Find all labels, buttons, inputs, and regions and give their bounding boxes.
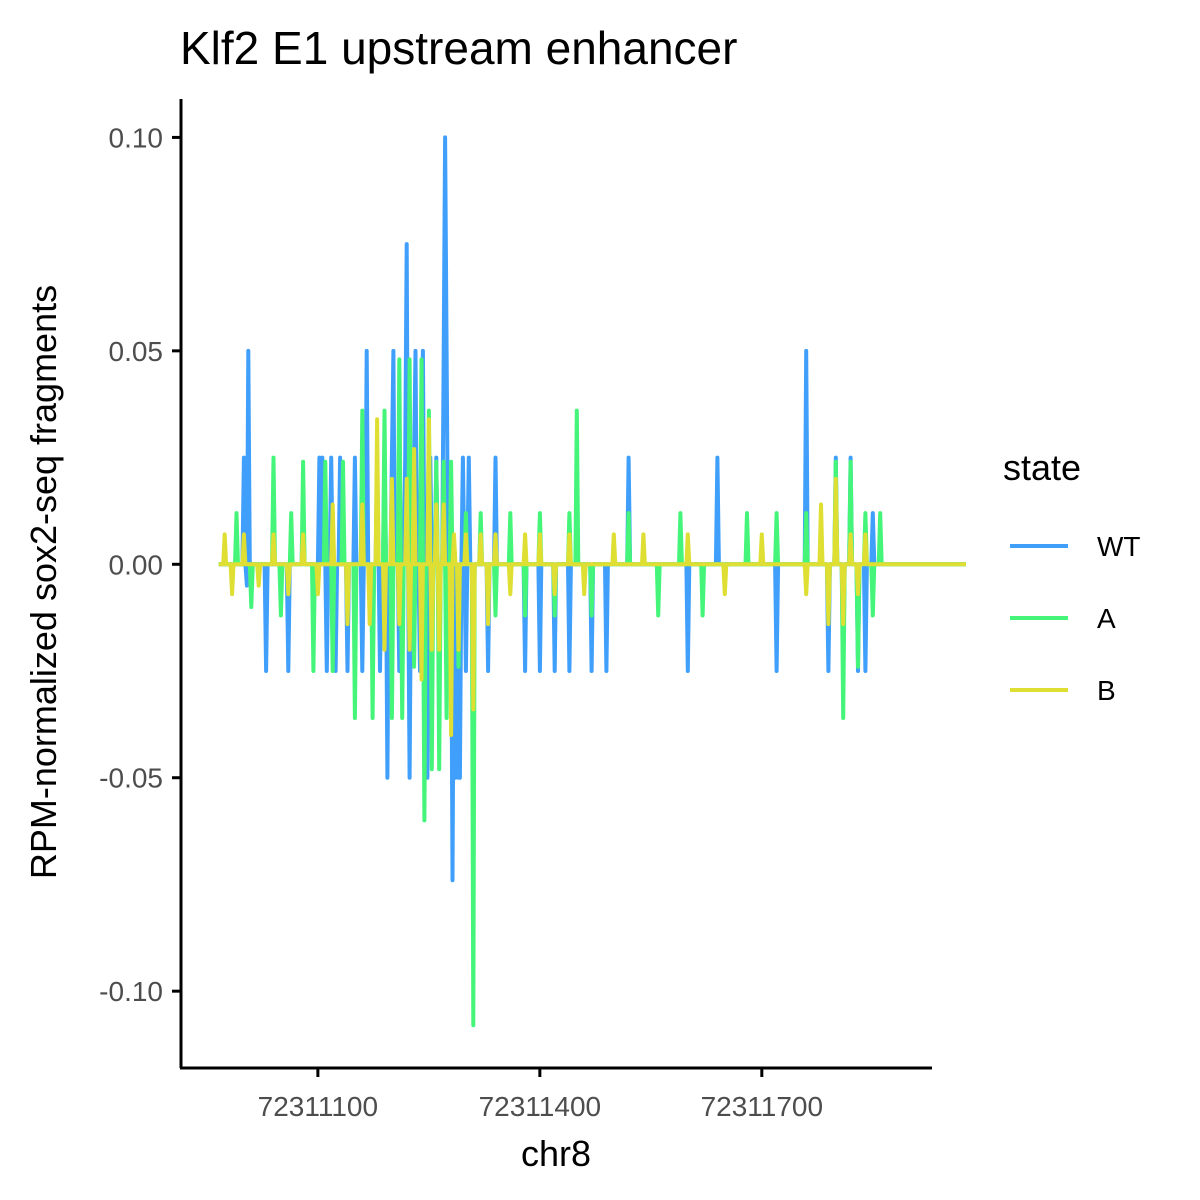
y-axis-title: RPM-normalized sox2-seq fragments [23,285,64,879]
x-axis-title: chr8 [521,1133,591,1174]
legend: WT A B [1010,531,1141,706]
y-tick-label: 0.00 [109,549,164,580]
x-tick-label: 72311400 [479,1091,602,1122]
y-tick-label: 0.05 [109,336,164,367]
chart-title: Klf2 E1 upstream enhancer [180,22,737,74]
y-tick-label: -0.10 [99,976,163,1007]
x-tick-label: 72311100 [258,1091,378,1122]
y-tick-label: -0.05 [99,763,163,794]
x-ticks: 72311100 72311400 72311700 [258,1068,823,1122]
plot-series [218,135,967,1028]
x-tick-label: 72311700 [701,1091,824,1122]
legend-label-a: A [1097,603,1116,634]
y-ticks: 0.10 0.05 0.00 -0.05 -0.10 [99,122,181,1007]
legend-title: state [1003,447,1081,488]
legend-label-wt: WT [1097,531,1141,562]
y-tick-label: 0.10 [109,122,164,153]
legend-label-b: B [1097,675,1116,706]
series-line-b [218,417,967,737]
